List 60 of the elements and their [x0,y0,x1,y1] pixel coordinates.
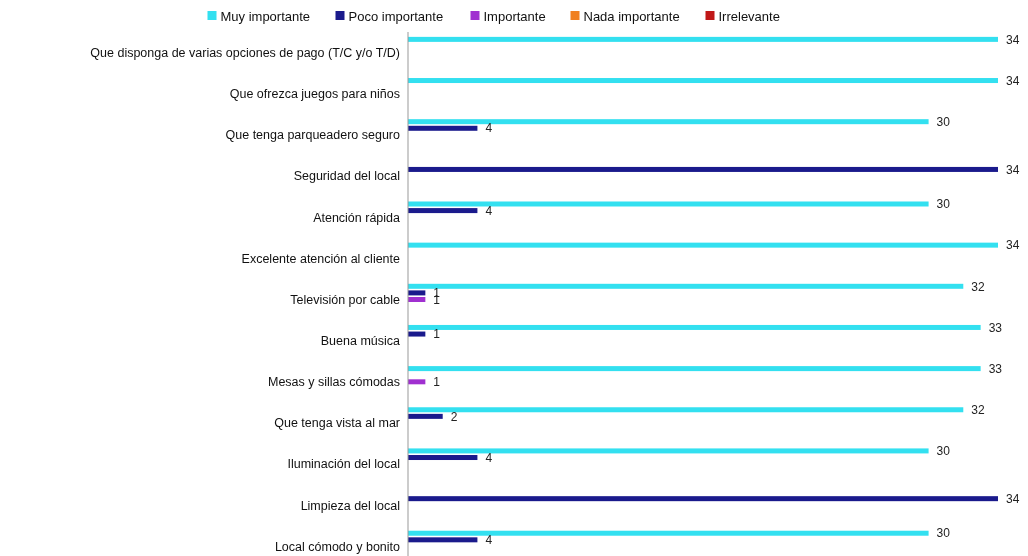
bar [408,496,998,502]
data-label: 4 [485,203,493,218]
data-label: 34 [1006,162,1020,177]
bar [408,324,981,330]
y-tick-label: Que disponga de varias opciones de pago (T/C y/o T/D) [90,45,400,60]
data-label: 4 [485,121,493,136]
bar [408,407,964,413]
bar [408,530,929,536]
data-label: 32 [971,402,985,417]
legend-label: Importante [483,8,546,24]
bar [408,331,426,337]
data-label: 30 [936,197,951,212]
y-tick-label: Iluminación del local [287,457,400,472]
legend-label: Poco importante [348,8,444,24]
y-tick-label: Mesas y sillas cómodas [268,375,400,390]
data-label: 30 [936,526,951,541]
y-tick-label: Limpieza del local [300,498,400,513]
data-label: 33 [988,361,1003,376]
data-label: 34 [1006,73,1020,88]
bar [408,297,426,302]
legend-label: Irrelevante [718,8,780,24]
y-tick-label: Que ofrezca juegos para niños [229,87,400,102]
data-label: 33 [988,320,1003,335]
data-label: 2 [450,409,458,424]
y-tick-label: Que tenga vista al mar [274,416,400,431]
y-tick-label: Local cómodo y bonito [274,539,401,554]
y-tick-label: Atención rápida [313,210,401,225]
data-label: 30 [936,444,951,459]
legend-label: Muy importante [220,8,311,24]
y-tick-label: Excelente atención al cliente [241,251,401,266]
y-tick-label: Buena música [320,334,401,349]
data-label: 4 [485,450,493,465]
bar [408,36,998,42]
bar [408,448,929,454]
bar [408,283,964,289]
bar [408,455,478,461]
data-label: 32 [971,279,985,294]
y-tick-label: Que tenga parqueadero seguro [225,128,401,143]
data-label: 30 [936,114,951,129]
data-label: 34 [1006,491,1020,506]
y-tick-label: Seguridad del local [293,169,400,184]
bar [408,379,426,385]
bar [408,537,478,543]
bar [408,125,478,131]
bar [408,290,426,296]
bar [408,208,478,214]
bar [408,242,998,248]
data-label: 1 [433,375,441,390]
data-label: 1 [433,327,441,342]
bar [408,413,443,419]
legend-label: Nada importante [583,8,680,24]
bar [408,119,929,125]
data-label: 4 [485,533,493,548]
bar [408,78,998,84]
bar [408,201,929,207]
bar [408,166,998,172]
y-tick-label: Televisión por cable [290,292,401,307]
data-label: 34 [1006,32,1020,47]
data-label: 34 [1006,238,1020,253]
bar [408,366,981,372]
